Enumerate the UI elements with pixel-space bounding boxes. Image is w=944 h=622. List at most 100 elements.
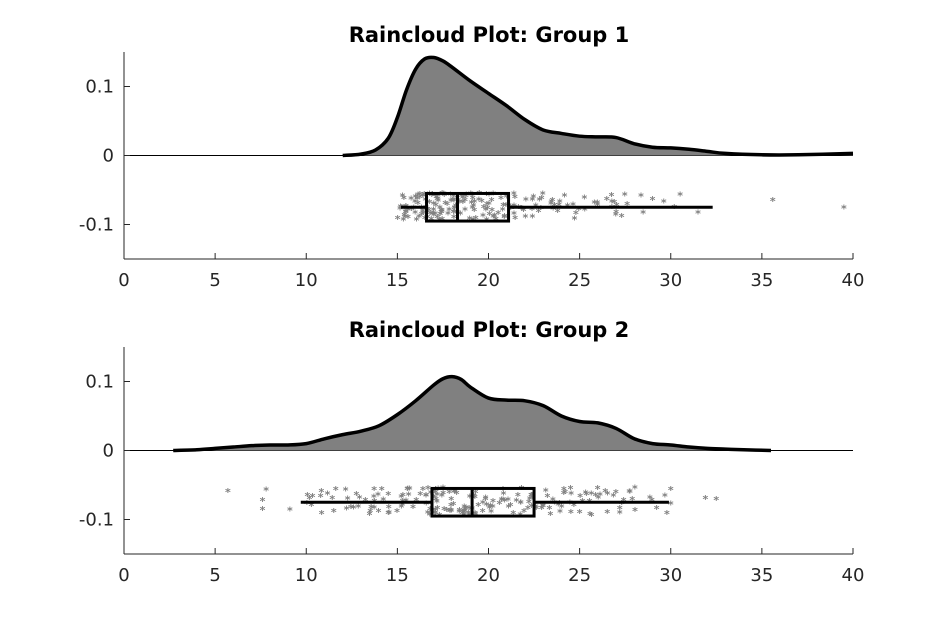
rain-point: * — [528, 490, 534, 503]
rain-point: * — [664, 508, 670, 521]
rain-point: * — [400, 490, 406, 503]
rain-point: * — [544, 491, 550, 504]
rain-point: * — [344, 503, 350, 516]
x-tick-label: 30 — [659, 270, 682, 291]
rain-point: * — [451, 212, 457, 225]
rain-point: * — [543, 485, 549, 498]
rain-point: * — [695, 207, 701, 220]
rain-point: * — [325, 488, 331, 501]
rain-point: * — [594, 197, 600, 210]
rain-point: * — [433, 508, 439, 521]
rain-point: * — [503, 200, 509, 213]
rain-point: * — [520, 204, 526, 217]
x-tick-label: 0 — [118, 270, 129, 291]
rain-point: * — [435, 190, 441, 203]
rain-point: * — [568, 488, 574, 501]
rain-point: * — [446, 205, 452, 218]
rain-point: * — [432, 209, 438, 222]
rain-point: * — [531, 191, 537, 204]
rain-point: * — [503, 192, 509, 205]
rain-point: * — [501, 212, 507, 225]
rain-point: * — [451, 206, 457, 219]
rain-point: * — [662, 491, 668, 504]
rain-point: * — [401, 193, 407, 206]
rain-point: * — [421, 189, 427, 202]
rain-point: * — [394, 506, 400, 519]
rain-point: * — [304, 498, 310, 511]
rain-point: * — [577, 491, 583, 504]
rain-point: * — [539, 193, 545, 206]
rain-point: * — [447, 189, 453, 202]
rain-point: * — [423, 491, 429, 504]
chart-title: Raincloud Plot: Group 2 — [349, 318, 630, 342]
rain-point: * — [427, 208, 433, 221]
rain-point: * — [495, 208, 501, 221]
rain-point: * — [453, 200, 459, 213]
rain-point: * — [515, 490, 521, 503]
rain-point: * — [416, 212, 422, 225]
rain-point: * — [460, 192, 466, 205]
rain-point: * — [650, 194, 656, 207]
rain-point: * — [420, 205, 426, 218]
rain-point: * — [480, 498, 486, 511]
rain-point: * — [432, 508, 438, 521]
rain-point: * — [441, 188, 447, 201]
rain-point: * — [419, 203, 425, 216]
rain-point: * — [420, 208, 426, 221]
rain-point: * — [351, 502, 357, 515]
rain-point: * — [517, 498, 523, 511]
rain-point: * — [472, 492, 478, 505]
rain-point: * — [548, 197, 554, 210]
x-tick-label: 35 — [750, 565, 773, 586]
density-layer — [124, 55, 854, 158]
rain-point: * — [568, 507, 574, 520]
rain-point: * — [375, 490, 381, 503]
rain-point: * — [583, 487, 589, 500]
rain-point: * — [397, 204, 403, 217]
rain-point: * — [454, 488, 460, 501]
rain-point: * — [557, 196, 563, 209]
rain-point: * — [511, 208, 517, 221]
rain-point: * — [461, 506, 467, 519]
rain-point: * — [526, 497, 532, 510]
rain-point: * — [483, 492, 489, 505]
rain-point: * — [465, 508, 471, 521]
rain-point: * — [490, 502, 496, 515]
rain-point: * — [484, 199, 490, 212]
rain-point: * — [451, 207, 457, 220]
rain-point: * — [433, 494, 439, 507]
rain-point: * — [433, 192, 439, 205]
rain-point: * — [402, 211, 408, 224]
rain-point: * — [487, 209, 493, 222]
rain-point: * — [559, 502, 565, 515]
rain-point: * — [511, 188, 517, 201]
outlier-point: * — [263, 485, 269, 498]
rain-point: * — [555, 206, 561, 219]
rain-point: * — [476, 195, 482, 208]
rain-point: * — [548, 198, 554, 211]
rain-point: * — [431, 204, 437, 217]
rain-point: * — [484, 500, 490, 513]
rain-point: * — [613, 487, 619, 500]
rain-point: * — [450, 194, 456, 207]
rain-point: * — [557, 498, 563, 511]
rain-point: * — [385, 508, 391, 521]
rain-point: * — [547, 503, 553, 516]
rain-point: * — [602, 486, 608, 499]
rain-point: * — [500, 484, 506, 497]
rain-point: * — [550, 203, 556, 216]
rain-point: * — [521, 205, 527, 218]
rain-point: * — [427, 510, 433, 523]
rain-point: * — [417, 189, 423, 202]
rain-point: * — [510, 508, 516, 521]
rain-point: * — [331, 506, 337, 519]
rain-point: * — [456, 507, 462, 520]
rain-point: * — [519, 203, 525, 216]
rain-point: * — [425, 483, 431, 496]
rain-point: * — [463, 502, 469, 515]
rain-point: * — [371, 503, 377, 516]
x-tick-label: 20 — [477, 565, 500, 586]
rain-point: * — [484, 189, 490, 202]
rain-point: * — [447, 505, 453, 518]
rain-point: * — [444, 505, 450, 518]
